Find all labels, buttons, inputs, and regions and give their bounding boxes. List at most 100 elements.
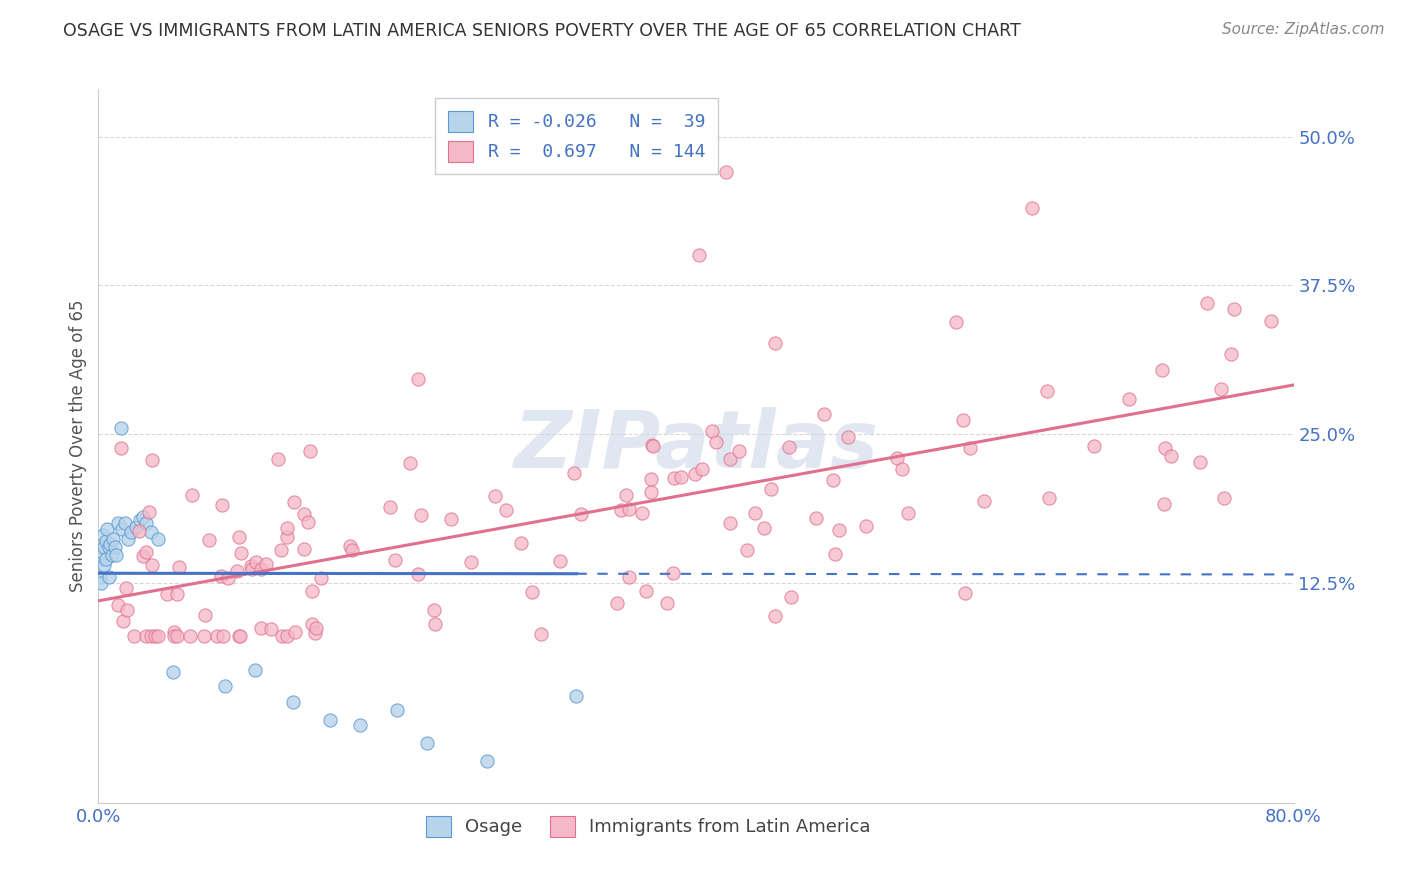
Point: [90, 552, 112, 566]
Point: [1197, 296, 1219, 310]
Point: [1260, 314, 1282, 328]
Point: [135, 545, 157, 559]
Point: [292, 507, 315, 521]
Point: [250, 562, 273, 576]
Point: [240, 562, 263, 576]
Point: [229, 629, 252, 643]
Point: [562, 467, 585, 481]
Point: [107, 598, 129, 612]
Point: [122, 629, 145, 643]
Point: [340, 543, 363, 558]
Point: [162, 665, 184, 679]
Point: [640, 438, 662, 452]
Point: [349, 718, 371, 732]
Point: [662, 566, 685, 581]
Point: [714, 165, 737, 179]
Point: [416, 736, 439, 750]
Point: [163, 625, 186, 640]
Point: [339, 539, 361, 553]
Point: [166, 629, 188, 643]
Point: [97, 570, 120, 584]
Point: [634, 584, 657, 599]
Point: [101, 549, 124, 563]
Point: [214, 679, 236, 693]
Point: [952, 412, 974, 426]
Point: [143, 629, 166, 643]
Point: [98, 536, 122, 550]
Point: [378, 500, 401, 515]
Point: [209, 569, 232, 583]
Point: [821, 473, 844, 487]
Point: [129, 513, 152, 527]
Point: [606, 596, 628, 610]
Point: [148, 532, 170, 546]
Point: [855, 519, 877, 533]
Point: [640, 472, 662, 486]
Point: [700, 424, 723, 438]
Point: [89, 570, 111, 584]
Point: [128, 524, 150, 538]
Point: [135, 516, 157, 531]
Point: [90, 575, 112, 590]
Point: [530, 627, 553, 641]
Point: [614, 488, 637, 502]
Point: [569, 507, 592, 521]
Point: [763, 609, 786, 624]
Point: [1038, 491, 1060, 505]
Point: [97, 540, 120, 554]
Point: [217, 571, 239, 585]
Point: [112, 614, 135, 628]
Point: [283, 495, 305, 509]
Point: [827, 523, 849, 537]
Point: [228, 530, 250, 544]
Point: [297, 515, 319, 529]
Point: [301, 584, 323, 599]
Text: Source: ZipAtlas.com: Source: ZipAtlas.com: [1222, 22, 1385, 37]
Point: [105, 549, 128, 563]
Point: [256, 557, 278, 571]
Point: [110, 421, 132, 435]
Point: [609, 502, 631, 516]
Point: [276, 629, 298, 643]
Point: [114, 516, 136, 531]
Point: [1223, 302, 1246, 317]
Point: [270, 542, 292, 557]
Point: [1153, 441, 1175, 455]
Point: [212, 629, 235, 643]
Point: [304, 625, 326, 640]
Point: [276, 530, 298, 544]
Point: [763, 335, 786, 350]
Point: [131, 549, 153, 563]
Point: [1021, 201, 1043, 215]
Point: [132, 510, 155, 524]
Point: [495, 503, 517, 517]
Point: [718, 452, 741, 467]
Point: [824, 547, 846, 561]
Point: [266, 452, 288, 467]
Point: [120, 524, 142, 539]
Point: [385, 703, 409, 717]
Point: [475, 754, 498, 768]
Point: [484, 489, 506, 503]
Point: [425, 616, 447, 631]
Point: [103, 532, 125, 546]
Point: [945, 315, 967, 329]
Point: [299, 444, 322, 458]
Point: [1220, 347, 1243, 361]
Point: [245, 555, 267, 569]
Point: [657, 596, 679, 610]
Point: [271, 629, 294, 643]
Point: [197, 533, 219, 547]
Point: [301, 617, 323, 632]
Point: [319, 713, 342, 727]
Point: [640, 485, 662, 500]
Point: [704, 435, 727, 450]
Point: [211, 499, 233, 513]
Point: [1150, 362, 1173, 376]
Point: [91, 528, 114, 542]
Point: [520, 585, 543, 599]
Point: [617, 570, 640, 584]
Point: [141, 453, 163, 467]
Point: [683, 467, 706, 482]
Point: [117, 532, 139, 546]
